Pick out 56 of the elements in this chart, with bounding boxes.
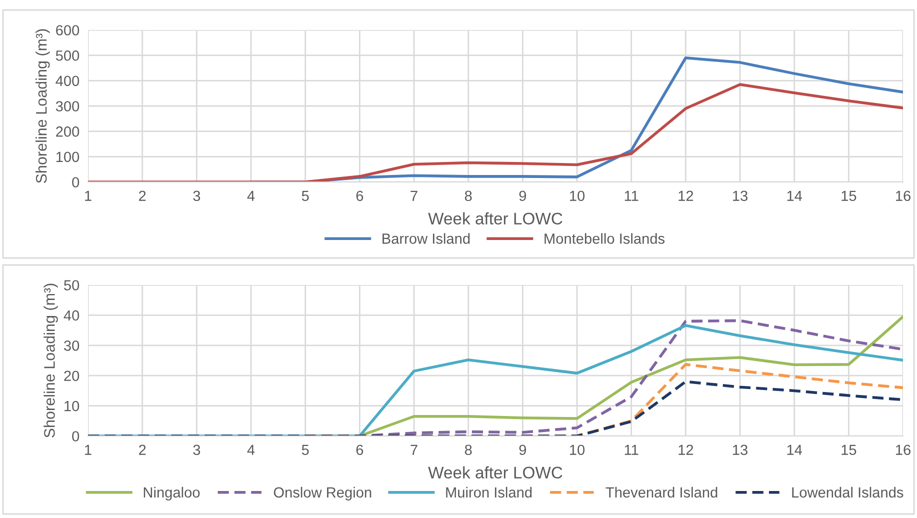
y-tick-label: 40 [64,310,80,321]
x-tick-label: 10 [570,444,585,456]
x-tick-label: 6 [356,444,364,456]
x-tick-label: 2 [139,190,146,201]
legend-label: Onslow Region [274,486,372,500]
y-tick-label: 30 [64,340,80,351]
x-tick-label: 5 [302,190,309,202]
x-tick-label: 1 [85,444,92,455]
legend-label: Barrow Island [382,233,470,244]
x-tick-label: 9 [519,190,526,202]
x-axis-title: Week after LOWC [428,212,562,225]
x-tick-label: 11 [624,190,638,201]
legend-label: Montebello Islands [544,233,665,244]
x-tick-label: 13 [733,190,748,202]
x-tick-label: 12 [678,190,694,201]
x-tick-label: 13 [733,444,748,456]
x-tick-label: 10 [570,190,585,202]
x-tick-label: 14 [787,444,802,455]
x-tick-label: 8 [464,444,472,456]
y-tick-label: 400 [56,76,80,86]
x-tick-label: 7 [410,190,418,201]
x-tick-label: 15 [842,444,856,456]
legend-label: Lowendal Islands [792,486,904,498]
x-tick-label: 3 [193,190,200,202]
x-tick-label: 15 [842,190,856,202]
x-tick-label: 3 [193,444,200,456]
y-tick-label: 100 [56,152,80,162]
x-tick-label: 12 [678,444,694,455]
legend-label: Thevenard Island [606,486,718,498]
legend-label: Ningaloo [144,486,200,500]
x-tick-label: 2 [139,444,146,455]
x-tick-label: 9 [519,444,526,456]
x-tick-label: 4 [247,444,255,455]
x-axis-title: Week after LOWC [428,466,562,479]
x-tick-label: 16 [896,190,910,202]
x-tick-label: 8 [464,190,472,202]
y-tick-label: 200 [56,126,80,137]
y-tick-label: 600 [56,25,80,36]
y-tick-label: 300 [56,101,80,112]
y-tick-label: 50 [64,280,80,290]
y-axis-title: Shoreline Loading (m³) [44,284,58,438]
y-axis-title: Shoreline Loading (m³) [36,29,50,183]
x-tick-label: 11 [624,444,638,455]
x-tick-label: 7 [410,444,418,455]
y-tick-label: 10 [64,400,80,412]
x-tick-label: 1 [85,190,92,201]
y-tick-label: 0 [72,177,80,188]
y-tick-label: 20 [64,370,80,382]
x-tick-label: 4 [247,190,255,201]
y-tick-label: 0 [72,431,80,442]
x-tick-label: 14 [787,190,802,201]
x-tick-label: 16 [896,444,910,456]
x-tick-label: 6 [356,190,364,202]
x-tick-label: 5 [302,444,309,456]
y-tick-label: 500 [56,50,80,61]
legend-label: Muiron Island [446,486,532,498]
